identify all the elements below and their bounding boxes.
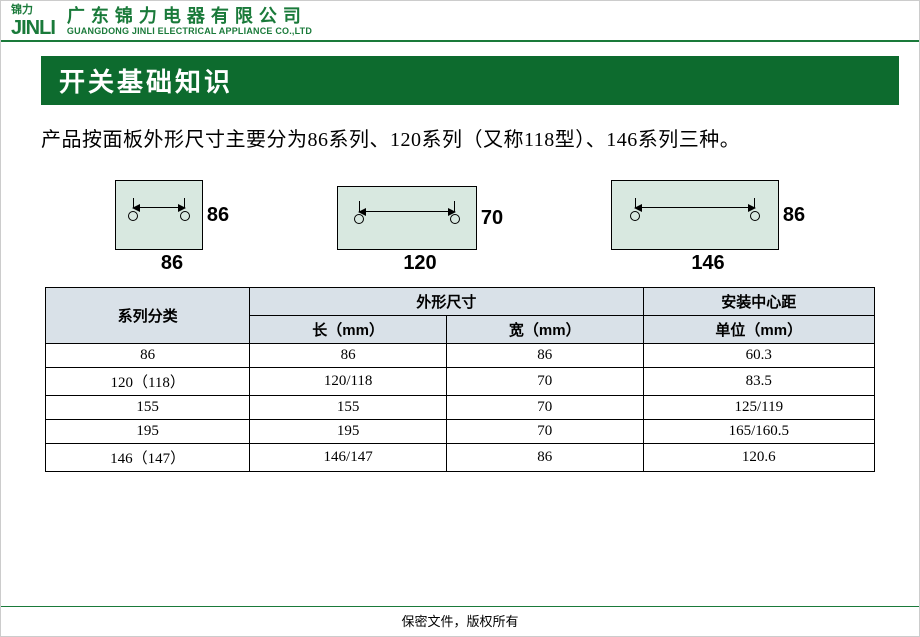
th-length: 长（mm）: [250, 316, 447, 344]
cell-width: 70: [446, 368, 643, 396]
footer-text: 保密文件，版权所有: [1, 606, 919, 630]
cell-mount: 125/119: [643, 396, 874, 420]
cell-mount: 165/160.5: [643, 420, 874, 444]
cell-series: 86: [46, 344, 250, 368]
logo: 锦力 JINLI 广东锦力电器有限公司 GUANGDONG JINLI ELEC…: [11, 5, 312, 38]
diagram-row: 86 86 70 120 86 146: [61, 180, 859, 275]
logo-mark: JINLI: [11, 18, 55, 38]
height-label: 86: [207, 204, 229, 227]
mount-distance-arrow: [359, 211, 455, 212]
cell-mount: 120.6: [643, 444, 874, 472]
panel-shape: [115, 180, 203, 250]
mount-distance-arrow: [635, 207, 755, 208]
cell-length: 195: [250, 420, 447, 444]
width-label: 86: [115, 252, 229, 275]
cell-length: 155: [250, 396, 447, 420]
cell-mount: 60.3: [643, 344, 874, 368]
cell-series: 155: [46, 396, 250, 420]
section-title: 开关基础知识: [41, 56, 899, 105]
th-unit: 单位（mm）: [643, 316, 874, 344]
cell-length: 146/147: [250, 444, 447, 472]
intro-text: 产品按面板外形尺寸主要分为86系列、120系列（又称118型）、146系列三种。: [41, 123, 879, 152]
cell-width: 86: [446, 344, 643, 368]
width-label: 146: [611, 252, 805, 275]
diagram-1: 70 120: [337, 186, 503, 275]
panel-shape: [337, 186, 477, 250]
diagram-2: 86 146: [611, 180, 805, 275]
cell-width: 70: [446, 396, 643, 420]
cell-mount: 83.5: [643, 368, 874, 396]
company-name-en: GUANGDONG JINLI ELECTRICAL APPLIANCE CO.…: [67, 26, 312, 36]
cell-width: 86: [446, 444, 643, 472]
th-mount: 安装中心距: [643, 288, 874, 316]
th-width: 宽（mm）: [446, 316, 643, 344]
cell-series: 120（118）: [46, 368, 250, 396]
cell-length: 120/118: [250, 368, 447, 396]
cell-series: 195: [46, 420, 250, 444]
width-label: 120: [337, 252, 503, 275]
th-outer: 外形尺寸: [250, 288, 643, 316]
height-label: 86: [783, 204, 805, 227]
company-name-cn: 广东锦力电器有限公司: [67, 7, 312, 27]
company-name-block: 广东锦力电器有限公司 GUANGDONG JINLI ELECTRICAL AP…: [67, 7, 312, 37]
table-row: 86868660.3: [46, 344, 875, 368]
logo-cn-small: 锦力: [11, 5, 55, 16]
panel-shape: [611, 180, 779, 250]
table-row: 15515570125/119: [46, 396, 875, 420]
th-series: 系列分类: [46, 288, 250, 344]
mount-distance-arrow: [133, 207, 185, 208]
page-header: 锦力 JINLI 广东锦力电器有限公司 GUANGDONG JINLI ELEC…: [1, 1, 919, 42]
table-row: 120（118）120/1187083.5: [46, 368, 875, 396]
diagram-0: 86 86: [115, 180, 229, 275]
spec-table: 系列分类 外形尺寸 安装中心距 长（mm） 宽（mm） 单位（mm） 86868…: [45, 287, 875, 472]
height-label: 70: [481, 207, 503, 230]
table-row: 146（147）146/14786120.6: [46, 444, 875, 472]
table-row: 19519570165/160.5: [46, 420, 875, 444]
cell-series: 146（147）: [46, 444, 250, 472]
cell-width: 70: [446, 420, 643, 444]
cell-length: 86: [250, 344, 447, 368]
